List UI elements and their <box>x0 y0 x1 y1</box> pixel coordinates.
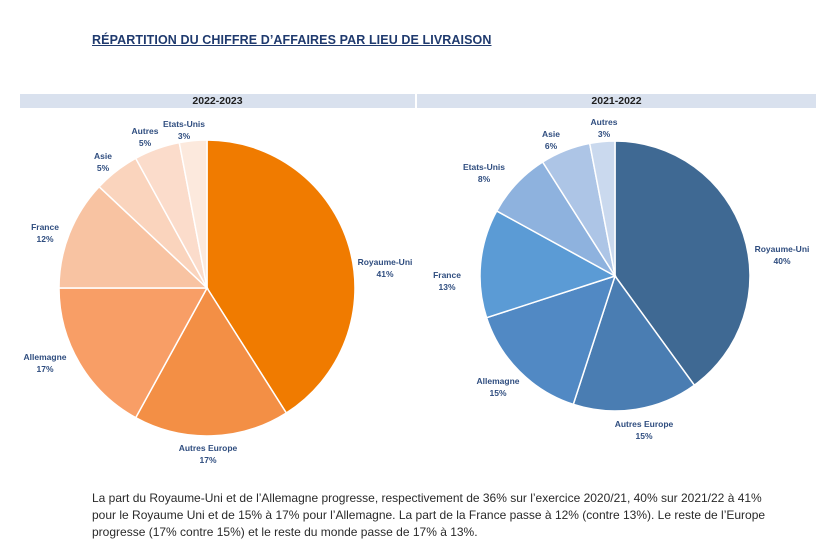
slice-label-name: Autres <box>591 117 618 127</box>
commentary-paragraph: La part du Royaume-Uni et de l’Allemagne… <box>92 491 766 539</box>
slice-label-name: Etats-Unis <box>163 119 205 129</box>
slice-label-name: Allemagne <box>24 352 67 362</box>
slice-label-name: Asie <box>542 129 560 139</box>
slice-label-name: France <box>31 222 59 232</box>
slice-label-value: 41% <box>376 269 393 279</box>
pie-slice-allemagne <box>58 287 209 419</box>
pie-slice-allemagne <box>485 274 617 406</box>
pie-slice-royaume-uni <box>614 140 751 387</box>
slice-label-value: 8% <box>478 174 491 184</box>
slice-label-name: Etats-Unis <box>463 162 505 172</box>
slice-label-value: 3% <box>598 129 611 139</box>
slice-label-value: 6% <box>545 141 558 151</box>
slice-label-name: Autres Europe <box>179 443 238 453</box>
pie-slice-france <box>479 209 617 319</box>
slice-label-value: 40% <box>773 256 790 266</box>
slice-label-name: Royaume-Uni <box>755 244 810 254</box>
pie-slice-etats-unis <box>178 139 208 289</box>
pie-slice-royaume-uni <box>206 139 356 414</box>
slice-label-value: 12% <box>36 234 53 244</box>
slice-label-value: 3% <box>178 131 191 141</box>
slice-label-value: 15% <box>489 388 506 398</box>
slice-label-name: Asie <box>94 151 112 161</box>
chart-title-2021-2022: 2021-2022 <box>417 94 816 108</box>
slice-label-name: Royaume-Uni <box>358 257 413 267</box>
slice-label-value: 13% <box>438 282 455 292</box>
pie-slice-autres-europe <box>572 274 696 412</box>
pie-slice-autres <box>588 140 616 277</box>
slice-label-name: France <box>433 270 461 280</box>
slice-label-name: Autres <box>132 126 159 136</box>
slice-label-value: 17% <box>199 455 216 465</box>
page-title: RÉPARTITION DU CHIFFRE D’AFFAIRES PAR LI… <box>92 33 492 47</box>
slice-label-value: 5% <box>97 163 110 173</box>
pie-slice-france <box>58 185 209 289</box>
chart-title-2022-2023: 2022-2023 <box>20 94 415 108</box>
slice-label-value: 5% <box>139 138 152 148</box>
slice-label-value: 17% <box>36 364 53 374</box>
slice-label-value: 15% <box>635 431 652 441</box>
slice-label-name: Autres Europe <box>615 419 674 429</box>
pie-slice-autres-europe <box>134 286 288 437</box>
slice-label-name: Allemagne <box>477 376 520 386</box>
